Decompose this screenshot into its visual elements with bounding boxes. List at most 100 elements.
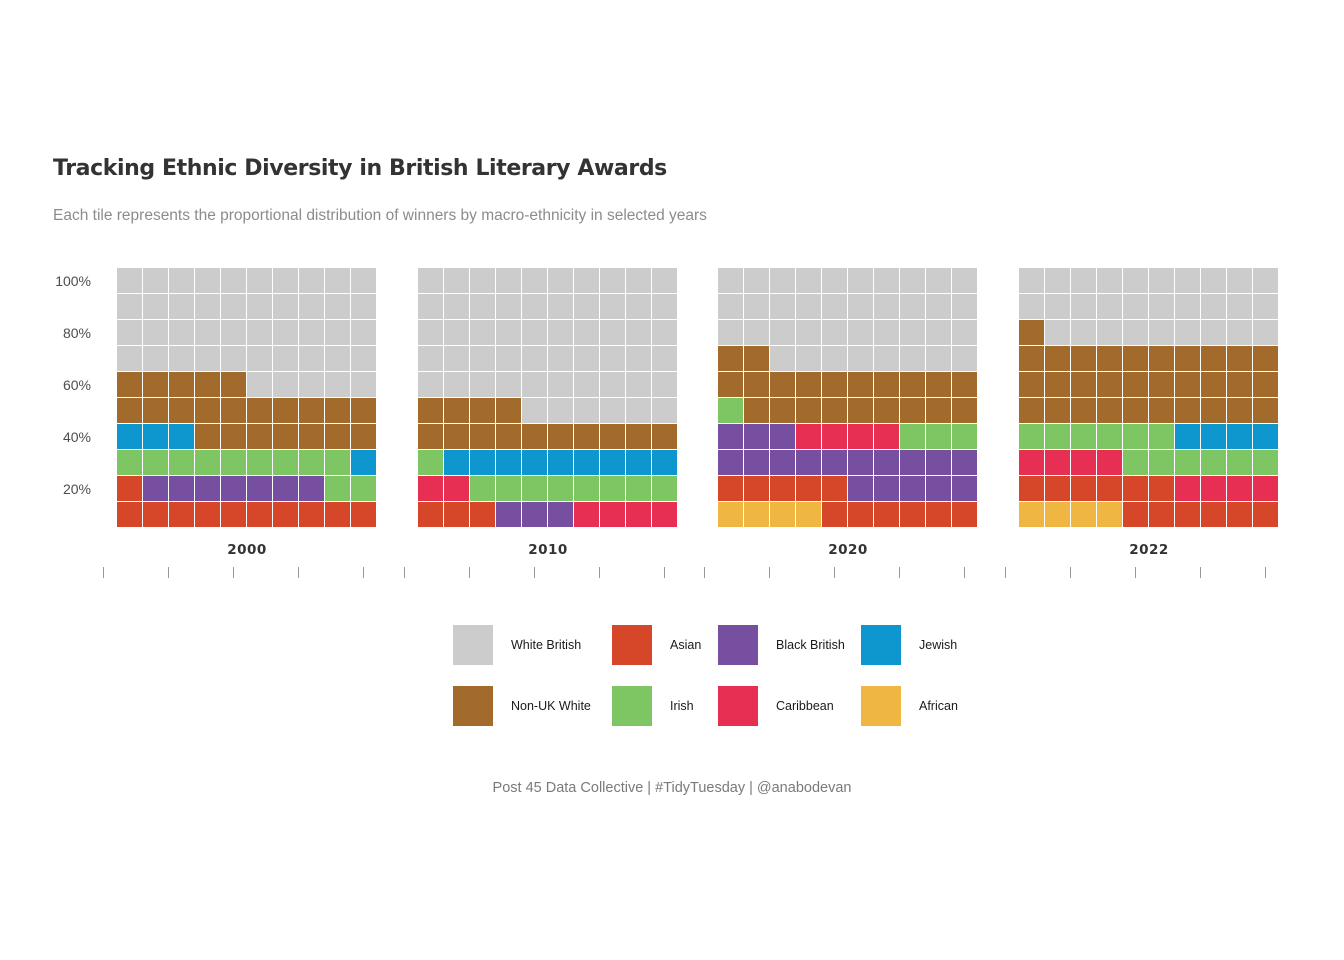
tile-white-british xyxy=(444,268,469,293)
tile-white-british xyxy=(195,268,220,293)
tile-white-british xyxy=(1253,320,1278,345)
tile-irish xyxy=(600,476,625,501)
tile-non-uk-white xyxy=(926,372,951,397)
legend-label: Black British xyxy=(776,638,845,652)
tile-white-british xyxy=(874,320,899,345)
legend-label: White British xyxy=(511,638,582,652)
tile-irish xyxy=(418,450,443,475)
tile-white-british xyxy=(496,320,521,345)
tile-non-uk-white xyxy=(273,424,298,449)
tile-white-british xyxy=(325,320,350,345)
tile-asian xyxy=(848,502,873,527)
tile-white-british xyxy=(574,372,599,397)
tile-irish xyxy=(143,450,168,475)
tile-non-uk-white xyxy=(1201,398,1226,423)
legend-label: Irish xyxy=(670,699,694,713)
tile-non-uk-white xyxy=(1227,346,1252,371)
tile-white-british xyxy=(874,346,899,371)
tile-white-british xyxy=(522,398,547,423)
tile-white-british xyxy=(299,268,324,293)
tile-irish xyxy=(351,476,376,501)
tile-caribbean xyxy=(822,424,847,449)
tile-white-british xyxy=(247,320,272,345)
tile-asian xyxy=(770,476,795,501)
tile-non-uk-white xyxy=(848,372,873,397)
tile-jewish xyxy=(351,450,376,475)
tile-non-uk-white xyxy=(600,424,625,449)
tile-asian xyxy=(1019,476,1044,501)
tile-white-british xyxy=(299,294,324,319)
tile-non-uk-white xyxy=(1227,372,1252,397)
tile-non-uk-white xyxy=(1097,398,1122,423)
tile-black-british xyxy=(926,476,951,501)
tile-non-uk-white xyxy=(1071,398,1096,423)
tile-white-british xyxy=(926,346,951,371)
tile-white-british xyxy=(247,372,272,397)
legend-item-asian: Asian xyxy=(612,625,701,665)
tile-white-british xyxy=(874,268,899,293)
tile-non-uk-white xyxy=(1097,346,1122,371)
tile-white-british xyxy=(496,268,521,293)
tile-white-british xyxy=(1175,320,1200,345)
tile-jewish xyxy=(600,450,625,475)
panel-year-label: 2022 xyxy=(1129,542,1169,558)
tile-non-uk-white xyxy=(1045,398,1070,423)
tile-non-uk-white xyxy=(1071,372,1096,397)
tile-white-british xyxy=(1045,320,1070,345)
tile-white-british xyxy=(626,268,651,293)
tile-white-british xyxy=(1201,320,1226,345)
tile-caribbean xyxy=(1175,476,1200,501)
tile-non-uk-white xyxy=(1175,372,1200,397)
tile-asian xyxy=(273,502,298,527)
tile-non-uk-white xyxy=(1045,346,1070,371)
tile-white-british xyxy=(600,294,625,319)
tile-white-british xyxy=(496,294,521,319)
tile-white-british xyxy=(626,320,651,345)
tile-non-uk-white xyxy=(1201,372,1226,397)
tile-non-uk-white xyxy=(299,398,324,423)
tile-asian xyxy=(143,502,168,527)
legend-label: Asian xyxy=(670,638,702,652)
tile-white-british xyxy=(1227,294,1252,319)
tile-white-british xyxy=(822,268,847,293)
tile-white-british xyxy=(496,372,521,397)
tile-white-british xyxy=(652,398,677,423)
tile-white-british xyxy=(1149,294,1174,319)
tile-irish xyxy=(718,398,743,423)
tile-non-uk-white xyxy=(444,398,469,423)
tile-non-uk-white xyxy=(652,424,677,449)
tile-caribbean xyxy=(574,502,599,527)
tile-white-british xyxy=(952,294,977,319)
tile-non-uk-white xyxy=(1149,346,1174,371)
tile-white-british xyxy=(143,320,168,345)
tile-white-british xyxy=(900,294,925,319)
tile-irish xyxy=(299,450,324,475)
tile-jewish xyxy=(626,450,651,475)
tile-white-british xyxy=(273,294,298,319)
tile-white-british xyxy=(848,294,873,319)
tile-white-british xyxy=(848,320,873,345)
tile-white-british xyxy=(548,346,573,371)
tile-black-british xyxy=(770,424,795,449)
tile-irish xyxy=(325,476,350,501)
tile-irish xyxy=(247,450,272,475)
panel-year-label: 2010 xyxy=(528,542,568,558)
tile-white-british xyxy=(1201,294,1226,319)
tile-non-uk-white xyxy=(247,424,272,449)
tile-non-uk-white xyxy=(1149,372,1174,397)
tile-white-british xyxy=(718,268,743,293)
tile-non-uk-white xyxy=(1019,398,1044,423)
tile-irish xyxy=(1175,450,1200,475)
tile-non-uk-white xyxy=(1253,372,1278,397)
tile-non-uk-white xyxy=(770,398,795,423)
tile-white-british xyxy=(718,294,743,319)
tile-caribbean xyxy=(626,502,651,527)
tile-irish xyxy=(626,476,651,501)
tile-irish xyxy=(1019,424,1044,449)
tile-jewish xyxy=(444,450,469,475)
tile-non-uk-white xyxy=(744,372,769,397)
tile-white-british xyxy=(522,294,547,319)
tile-white-british xyxy=(299,372,324,397)
tile-white-british xyxy=(273,320,298,345)
tile-white-british xyxy=(273,268,298,293)
